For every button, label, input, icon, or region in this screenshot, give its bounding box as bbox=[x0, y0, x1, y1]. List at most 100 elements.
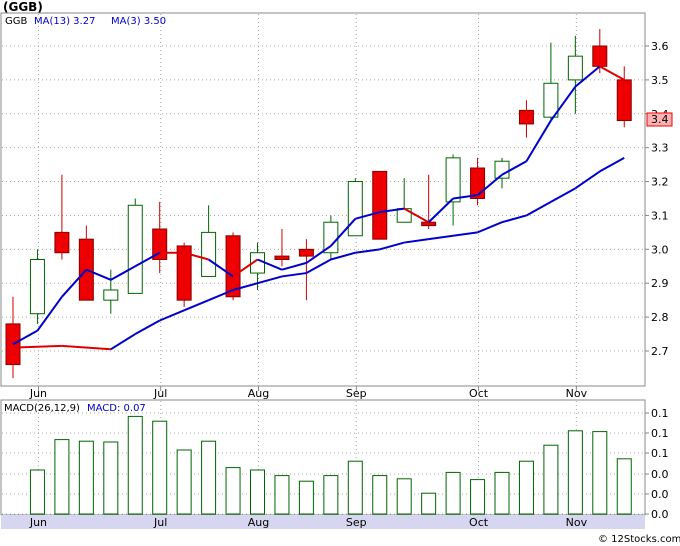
macd-x-label: Jun bbox=[29, 516, 47, 529]
ma-fast-segment bbox=[183, 251, 209, 261]
macd-panel: 0.0 0.0 0.0 0.1 0.1 0.1 MACD(26,12,9) MACD: 0… bbox=[0, 399, 669, 529]
watermark: © 12Stocks.com bbox=[598, 534, 680, 545]
price-legend: GGB MA(13) 3.27 MA(3) 3.50 bbox=[5, 16, 166, 27]
ma-fast-segment bbox=[330, 218, 357, 247]
macd-bar bbox=[103, 441, 119, 515]
ma-fast-segment bbox=[85, 268, 112, 281]
macd-tick-label: 0.0 bbox=[651, 468, 669, 481]
ma-fast-segment bbox=[134, 251, 161, 268]
moving-averages bbox=[12, 65, 625, 351]
price-y-axis: 2.7 2.8 2.9 3.0 3.1 3.2 3.3 3.4 3.5 3.6 bbox=[645, 40, 669, 358]
macd-bar bbox=[592, 431, 608, 515]
macd-bar bbox=[494, 471, 510, 515]
ma-slow-segment bbox=[61, 344, 111, 351]
ma-slow-segment bbox=[428, 234, 454, 241]
legend-macd-value: MACD: 0.07 bbox=[87, 403, 146, 414]
price-tick-label: 2.8 bbox=[651, 311, 669, 324]
ma-fast-segment bbox=[452, 194, 478, 200]
ma-slow-segment bbox=[257, 275, 283, 285]
candles bbox=[5, 29, 632, 379]
ma-slow-segment bbox=[330, 251, 356, 261]
ma-slow-segment bbox=[452, 231, 478, 237]
ma-fast-segment bbox=[36, 296, 63, 332]
ma-slow-segment bbox=[134, 319, 161, 335]
macd-bar bbox=[323, 475, 339, 515]
ma-slow-segment bbox=[550, 187, 576, 203]
ma-slow-segment bbox=[159, 309, 185, 322]
candle-down bbox=[176, 245, 192, 301]
macd-bar bbox=[274, 475, 290, 515]
price-x-label: Sep bbox=[346, 387, 367, 400]
macd-y-axis: 0.0 0.0 0.0 0.1 0.1 0.1 bbox=[645, 407, 669, 521]
price-x-label: Jul bbox=[153, 387, 167, 400]
macd-bar bbox=[616, 458, 632, 515]
price-panel: 2.7 2.8 2.9 3.0 3.1 3.2 3.3 3.4 3.5 3.6 GGB MA(13… bbox=[0, 12, 673, 400]
ma-fast-segment bbox=[427, 197, 454, 223]
candle-up bbox=[347, 181, 363, 237]
ma-slow-segment bbox=[305, 258, 332, 274]
candle-down bbox=[274, 255, 290, 261]
ma-fast-segment bbox=[525, 120, 552, 162]
macd-bar bbox=[470, 479, 486, 515]
price-tick-label: 2.9 bbox=[651, 277, 669, 290]
price-tick-label: 3.3 bbox=[651, 142, 669, 155]
candle-down bbox=[421, 221, 437, 227]
price-x-label: Aug bbox=[248, 387, 269, 400]
macd-bar bbox=[396, 478, 412, 515]
legend-macd-params: MACD(26,12,9) bbox=[4, 403, 80, 414]
legend-ma3: MA(3) 3.50 bbox=[111, 16, 166, 27]
macd-tick-label: 0.0 bbox=[651, 508, 669, 521]
macd-tick-label: 0.0 bbox=[651, 488, 669, 501]
ma-fast-segment bbox=[550, 86, 577, 122]
macd-legend: MACD(26,12,9) MACD: 0.07 bbox=[4, 403, 146, 414]
price-tick-label: 3.2 bbox=[651, 176, 669, 189]
ma-slow-segment bbox=[404, 238, 429, 244]
candle-up bbox=[29, 259, 45, 315]
ma-slow-segment bbox=[599, 156, 625, 173]
macd-bar bbox=[445, 471, 461, 515]
macd-bar bbox=[152, 420, 168, 515]
macd-bar bbox=[225, 467, 241, 515]
macd-date-strip bbox=[1, 515, 645, 529]
ma-slow-segment bbox=[110, 333, 136, 351]
ma-slow-segment bbox=[574, 170, 601, 190]
ma-fast-segment bbox=[110, 265, 136, 281]
macd-x-axis: Jun Jul Aug Sep Oct Nov bbox=[29, 516, 588, 529]
macd-tick-label: 0.1 bbox=[651, 427, 669, 440]
ma-fast-segment bbox=[208, 258, 234, 278]
macd-bar bbox=[250, 469, 265, 515]
chart-title: (GGB) bbox=[3, 0, 43, 14]
ma-fast-segment bbox=[305, 245, 332, 264]
candle-down bbox=[616, 79, 632, 122]
ma-fast-segment bbox=[501, 160, 527, 176]
candle-up bbox=[201, 231, 217, 277]
last-price-marker: 3.4 bbox=[646, 112, 673, 127]
ma-slow-segment bbox=[281, 272, 307, 278]
candle-up bbox=[127, 204, 143, 294]
ma-fast-segment bbox=[476, 174, 503, 196]
candle-up bbox=[103, 289, 119, 301]
macd-tick-label: 0.1 bbox=[651, 407, 669, 420]
ma-fast-segment bbox=[403, 207, 430, 224]
legend-ma13: MA(13) 3.27 bbox=[34, 16, 95, 27]
ma-slow-segment bbox=[525, 201, 552, 217]
candle-up bbox=[567, 55, 583, 81]
ma-fast-segment bbox=[61, 268, 88, 298]
ma-slow-segment bbox=[379, 241, 405, 251]
ma-slow-segment bbox=[12, 344, 62, 349]
macd-bar bbox=[347, 460, 363, 515]
candle-down bbox=[54, 231, 70, 254]
macd-bar bbox=[201, 440, 217, 515]
price-tick-label: 2.7 bbox=[651, 345, 669, 358]
candle-down bbox=[470, 167, 486, 199]
price-tick-label: 3.1 bbox=[651, 209, 669, 222]
last-price-box bbox=[646, 112, 673, 127]
macd-x-label: Jul bbox=[153, 516, 167, 529]
ma-slow-segment bbox=[477, 221, 503, 234]
macd-bar bbox=[567, 430, 583, 515]
macd-x-label: Nov bbox=[566, 516, 588, 529]
price-x-label: Jun bbox=[29, 387, 47, 400]
candle-up bbox=[445, 157, 461, 203]
price-panel-frame bbox=[0, 12, 646, 387]
ma-fast-segment bbox=[232, 258, 259, 278]
